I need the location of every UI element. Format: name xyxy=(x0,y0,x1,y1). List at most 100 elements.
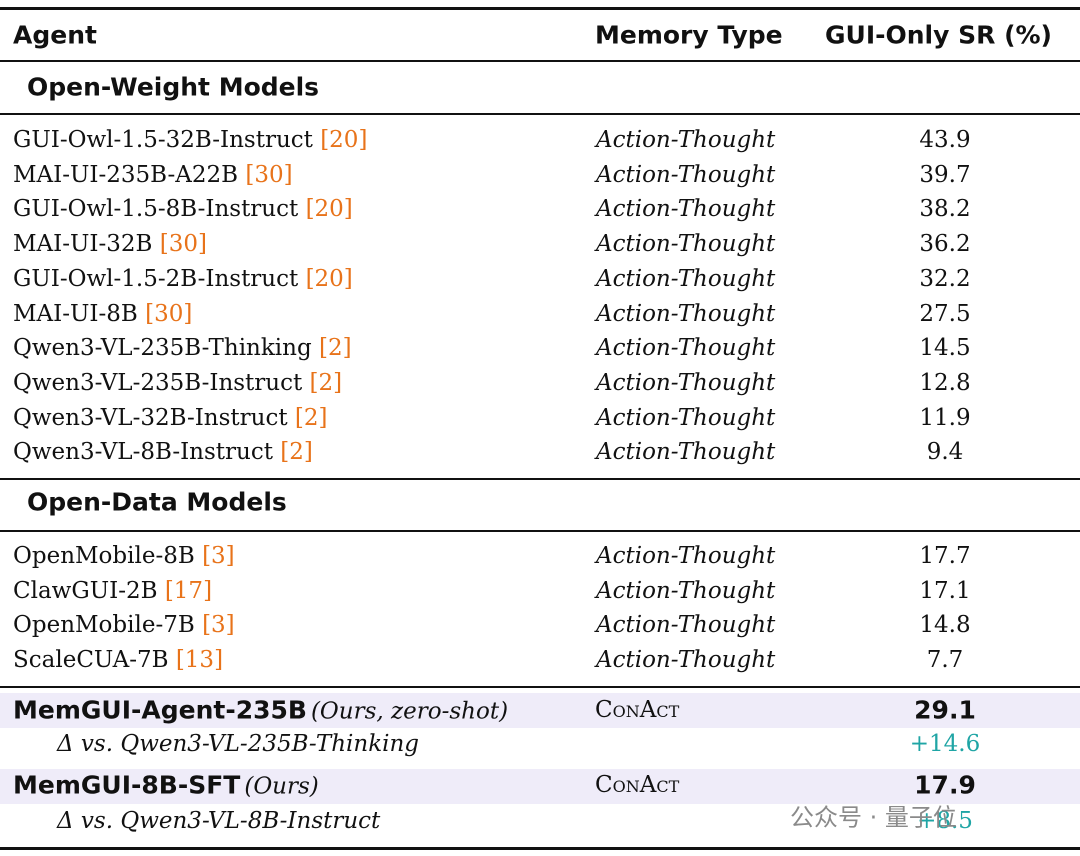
agent-name: ClawGUI-2B xyxy=(13,577,158,604)
agent-name: GUI-Owl-1.5-32B-Instruct xyxy=(13,127,313,153)
agent-cell: MAI-UI-8B [30] xyxy=(13,301,192,327)
bottom-rule xyxy=(0,847,1080,850)
agent-name: OpenMobile-8B xyxy=(13,543,195,569)
success-rate: 36.2 xyxy=(919,231,971,258)
rule xyxy=(0,113,1080,115)
success-rate: 14.8 xyxy=(919,612,971,639)
memory-type: Action-Thought xyxy=(596,612,776,639)
citation: [20] xyxy=(320,127,368,153)
memory-type: Action-Thought xyxy=(596,231,776,258)
delta-value: +8.5 xyxy=(917,808,973,834)
agent-note: (Ours, zero-shot) xyxy=(310,698,509,725)
rule xyxy=(0,686,1080,688)
citation: [2] xyxy=(319,335,352,362)
header-sr: GUI-Only SR (%) xyxy=(825,20,1052,50)
citation: [13] xyxy=(175,647,224,674)
agent-cell: OpenMobile-8B [3] xyxy=(13,543,235,569)
citation: [2] xyxy=(294,404,328,431)
citation: [20] xyxy=(305,265,353,292)
memory-type: ConAct xyxy=(595,697,680,723)
agent-name: MAI-UI-32B xyxy=(13,231,153,258)
success-rate: 27.5 xyxy=(919,300,971,327)
success-rate: 38.2 xyxy=(919,196,971,223)
rule xyxy=(0,478,1080,480)
agent-cell: ClawGUI-2B [17] xyxy=(13,578,212,604)
success-rate: 7.7 xyxy=(926,647,964,674)
delta-label: Δ vs. Qwen3-VL-8B-Instruct xyxy=(57,808,381,834)
highlight-band xyxy=(0,693,1080,728)
memory-type: Action-Thought xyxy=(596,161,776,188)
watermark: 公众号 · 量子位 xyxy=(790,803,957,832)
memory-type: Action-Thought xyxy=(596,577,776,604)
memory-type: Action-Thought xyxy=(596,439,776,466)
success-rate: 17.1 xyxy=(919,577,971,604)
citation: [20] xyxy=(305,196,353,223)
success-rate: 29.1 xyxy=(914,695,976,725)
agent-cell: MAI-UI-235B-A22B [30] xyxy=(13,162,293,188)
memory-type: Action-Thought xyxy=(596,196,776,223)
memory-type: Action-Thought xyxy=(596,543,776,569)
agent-cell: MemGUI-8B-SFT (Ours) xyxy=(13,771,319,800)
success-rate: 39.7 xyxy=(919,161,971,188)
agent-cell: GUI-Owl-1.5-8B-Instruct [20] xyxy=(13,196,353,222)
delta-label: Δ vs. Qwen3-VL-235B-Thinking xyxy=(57,731,420,757)
rule xyxy=(0,530,1080,532)
citation: [30] xyxy=(145,300,193,327)
agent-name: MemGUI-Agent-235B xyxy=(13,695,307,725)
agent-name: Qwen3-VL-8B-Instruct xyxy=(13,439,273,466)
agent-cell: ScaleCUA-7B [13] xyxy=(13,647,223,673)
citation: [17] xyxy=(164,577,213,604)
top-rule xyxy=(0,7,1080,10)
agent-cell: MemGUI-Agent-235B (Ours, zero-shot) xyxy=(13,696,508,725)
agent-cell: GUI-Owl-1.5-32B-Instruct [20] xyxy=(13,127,367,153)
agent-cell: Qwen3-VL-8B-Instruct [2] xyxy=(13,439,313,465)
agent-name: GUI-Owl-1.5-8B-Instruct xyxy=(13,196,299,223)
agent-name: Qwen3-VL-235B-Thinking xyxy=(13,335,312,362)
header-agent: Agent xyxy=(13,20,97,50)
agent-name: GUI-Owl-1.5-2B-Instruct xyxy=(13,265,299,292)
agent-cell: OpenMobile-7B [3] xyxy=(13,612,235,638)
success-rate: 9.4 xyxy=(926,439,964,466)
success-rate: 17.7 xyxy=(919,543,971,569)
agent-cell: Qwen3-VL-235B-Thinking [2] xyxy=(13,335,352,361)
agent-name: Qwen3-VL-235B-Instruct xyxy=(13,369,303,396)
memory-type: Action-Thought xyxy=(596,404,776,431)
agent-cell: Qwen3-VL-235B-Instruct [2] xyxy=(13,370,342,396)
success-rate: 32.2 xyxy=(919,265,971,292)
memory-type: Action-Thought xyxy=(596,265,776,292)
rule xyxy=(0,60,1080,62)
agent-note: (Ours) xyxy=(244,773,319,800)
success-rate: 11.9 xyxy=(919,404,971,431)
success-rate: 12.8 xyxy=(919,369,971,396)
success-rate: 43.9 xyxy=(919,127,971,153)
success-rate: 14.5 xyxy=(919,335,971,362)
delta-value: +14.6 xyxy=(909,731,981,757)
agent-name: MAI-UI-235B-A22B xyxy=(13,161,239,188)
memory-type: Action-Thought xyxy=(596,127,776,153)
citation: [30] xyxy=(159,231,207,258)
agent-name: MemGUI-8B-SFT xyxy=(13,770,241,800)
header-memory-type: Memory Type xyxy=(595,20,783,50)
memory-type: Action-Thought xyxy=(596,369,776,396)
citation: [30] xyxy=(245,161,293,188)
agent-cell: MAI-UI-32B [30] xyxy=(13,231,207,257)
success-rate: 17.9 xyxy=(914,770,976,800)
section-title: Open-Weight Models xyxy=(27,72,320,102)
citation: [2] xyxy=(280,439,313,466)
agent-cell: Qwen3-VL-32B-Instruct [2] xyxy=(13,405,328,431)
agent-name: ScaleCUA-7B xyxy=(13,647,169,674)
agent-name: OpenMobile-7B xyxy=(13,612,195,639)
memory-type: Action-Thought xyxy=(596,647,776,674)
memory-type: ConAct xyxy=(595,772,680,798)
memory-type: Action-Thought xyxy=(596,300,776,327)
highlight-band xyxy=(0,769,1080,804)
citation: [3] xyxy=(202,612,235,639)
agent-name: Qwen3-VL-32B-Instruct xyxy=(13,404,288,431)
agent-cell: GUI-Owl-1.5-2B-Instruct [20] xyxy=(13,266,353,292)
citation: [3] xyxy=(202,543,235,569)
agent-name: MAI-UI-8B xyxy=(13,300,138,327)
citation: [2] xyxy=(309,369,343,396)
section-title: Open-Data Models xyxy=(27,487,287,517)
memory-type: Action-Thought xyxy=(596,335,776,362)
